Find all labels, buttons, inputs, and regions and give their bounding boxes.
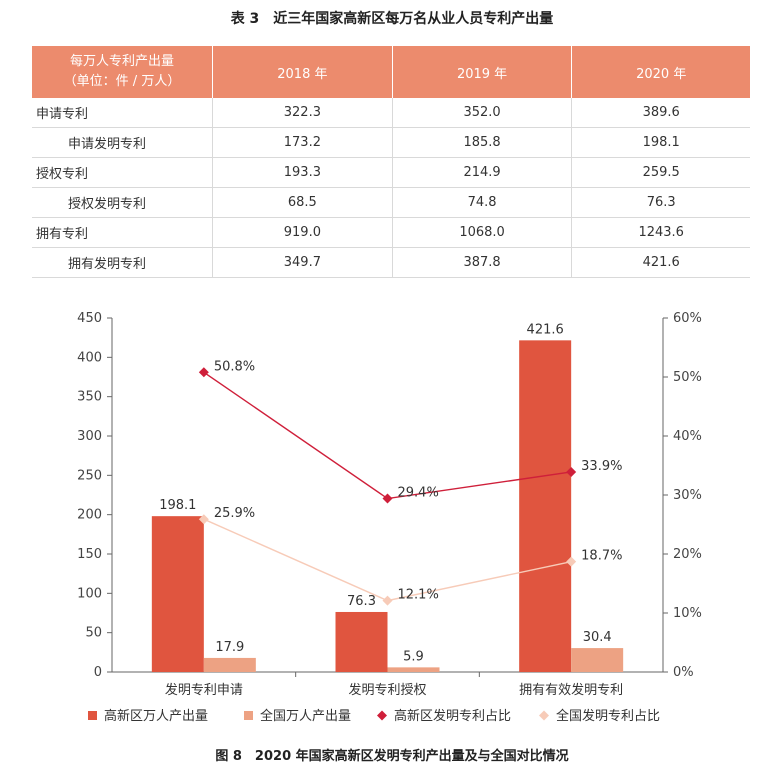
right-tick-label: 40% xyxy=(673,429,702,444)
table-cell: 387.8 xyxy=(392,247,573,278)
line-point-marker xyxy=(198,367,209,378)
column-header: 2018 年 xyxy=(212,46,393,98)
table-cell: 1243.6 xyxy=(571,217,750,248)
row-label: 拥有发明专利 xyxy=(32,247,213,278)
left-tick-label: 150 xyxy=(77,547,102,562)
table-cell: 352.0 xyxy=(392,98,573,128)
line-point-marker xyxy=(566,556,577,567)
legend-label: 全国发明专利占比 xyxy=(556,708,660,724)
bar-hitech-zone xyxy=(335,611,388,672)
row-label: 申请专利 xyxy=(32,98,213,128)
table-cell: 198.1 xyxy=(571,127,750,158)
line-value-label: 25.9% xyxy=(214,506,255,521)
left-tick-label: 300 xyxy=(77,429,102,444)
left-tick-label: 100 xyxy=(77,586,102,601)
line-value-label: 33.9% xyxy=(581,459,622,474)
right-tick-label: 0% xyxy=(673,665,694,680)
legend-swatch xyxy=(88,711,97,720)
left-tick-label: 400 xyxy=(77,350,102,365)
table-row: 申请专利 322.3 352.0 389.6 xyxy=(32,98,750,128)
bar-value-label: 17.9 xyxy=(215,640,244,655)
bar-national xyxy=(571,648,624,672)
bar-value-label: 5.9 xyxy=(403,649,424,664)
line-point-marker xyxy=(382,493,393,504)
table-cell: 193.3 xyxy=(212,157,393,188)
legend-label: 高新区万人产出量 xyxy=(104,708,208,724)
table-cell: 74.8 xyxy=(392,187,573,218)
left-tick-label: 350 xyxy=(77,390,102,405)
bar-national xyxy=(387,667,440,672)
line-value-label: 12.1% xyxy=(398,588,439,603)
table-cell: 349.7 xyxy=(212,247,393,278)
left-tick-label: 200 xyxy=(77,508,102,523)
right-tick-label: 10% xyxy=(673,606,702,621)
column-header: 2019 年 xyxy=(392,46,573,98)
row-label: 授权专利 xyxy=(32,157,213,188)
legend-marker xyxy=(539,710,549,721)
right-tick-label: 20% xyxy=(673,547,702,562)
line-point-marker xyxy=(382,595,393,606)
line-value-label: 18.7% xyxy=(581,549,622,564)
left-tick-label: 250 xyxy=(77,468,102,483)
patent-output-table: 每万人专利产出量 （单位：件 / 万人） 2018 年 2019 年 2020 … xyxy=(32,46,750,278)
table-cell: 421.6 xyxy=(571,247,750,278)
line-hitech-share xyxy=(203,371,572,500)
category-label: 发明专利授权 xyxy=(348,682,426,698)
bar-value-label: 76.3 xyxy=(347,594,376,609)
figure-caption: 图 8 2020 年国家高新区发明专利产出量及与全国对比情况 xyxy=(215,749,569,764)
bar-hitech-zone xyxy=(519,340,572,672)
category-label: 发明专利申请 xyxy=(165,682,243,698)
table-cell: 259.5 xyxy=(571,157,750,188)
bar-hitech-zone xyxy=(151,516,204,672)
line-value-label: 29.4% xyxy=(398,486,439,501)
bar-value-label: 30.4 xyxy=(583,630,612,645)
legend-label: 全国万人产出量 xyxy=(260,708,351,724)
legend-swatch xyxy=(244,711,253,720)
table-cell: 76.3 xyxy=(571,187,750,218)
right-tick-label: 50% xyxy=(673,370,702,385)
corner-line-2: （单位：件 / 万人） xyxy=(63,74,181,89)
table-cell: 389.6 xyxy=(571,98,750,128)
table-row: 授权专利 193.3 214.9 259.5 xyxy=(32,157,750,188)
right-tick-label: 30% xyxy=(673,488,702,503)
table-cell: 322.3 xyxy=(212,98,393,128)
table-title: 表 3 近三年国家高新区每万名从业人员专利产出量 xyxy=(230,11,554,27)
left-tick-label: 450 xyxy=(77,311,102,326)
right-tick-label: 60% xyxy=(673,311,702,326)
legend-label: 高新区发明专利占比 xyxy=(394,708,511,724)
corner-line-1: 每万人专利产出量 xyxy=(69,54,174,69)
row-label: 拥有专利 xyxy=(32,217,213,248)
table-cell: 919.0 xyxy=(212,217,393,248)
bar-national xyxy=(203,657,256,672)
table-row: 申请发明专利 173.2 185.8 198.1 xyxy=(32,127,750,158)
table-row: 授权发明专利 68.5 74.8 76.3 xyxy=(32,187,750,218)
table-cell: 68.5 xyxy=(212,187,393,218)
left-tick-label: 50 xyxy=(85,626,102,641)
line-value-label: 50.8% xyxy=(214,359,255,374)
table-cell: 173.2 xyxy=(212,127,393,158)
table-cell: 185.8 xyxy=(392,127,573,158)
table-cell: 214.9 xyxy=(392,157,573,188)
line-point-marker xyxy=(198,514,209,525)
category-label: 拥有有效发明专利 xyxy=(519,682,623,698)
row-label: 授权发明专利 xyxy=(32,187,213,218)
bar-value-label: 198.1 xyxy=(159,498,196,513)
table-header-row: 每万人专利产出量 （单位：件 / 万人） 2018 年 2019 年 2020 … xyxy=(32,46,750,98)
table-corner-header: 每万人专利产出量 （单位：件 / 万人） xyxy=(32,46,213,98)
bar-value-label: 421.6 xyxy=(527,322,564,337)
line-point-marker xyxy=(566,466,577,477)
line-national-share xyxy=(203,518,572,602)
table-row: 拥有专利 919.0 1068.0 1243.6 xyxy=(32,217,750,248)
left-tick-label: 0 xyxy=(94,665,102,680)
row-label: 申请发明专利 xyxy=(32,127,213,158)
patent-comparison-chart: 0 50 100 150 200 250 300 350 400 450 0% 10% 20% 30% 40… xyxy=(77,311,702,724)
table-cell: 1068.0 xyxy=(392,217,573,248)
column-header: 2020 年 xyxy=(571,46,750,98)
legend-marker xyxy=(377,710,387,721)
table-row: 拥有发明专利 349.7 387.8 421.6 xyxy=(32,247,750,278)
